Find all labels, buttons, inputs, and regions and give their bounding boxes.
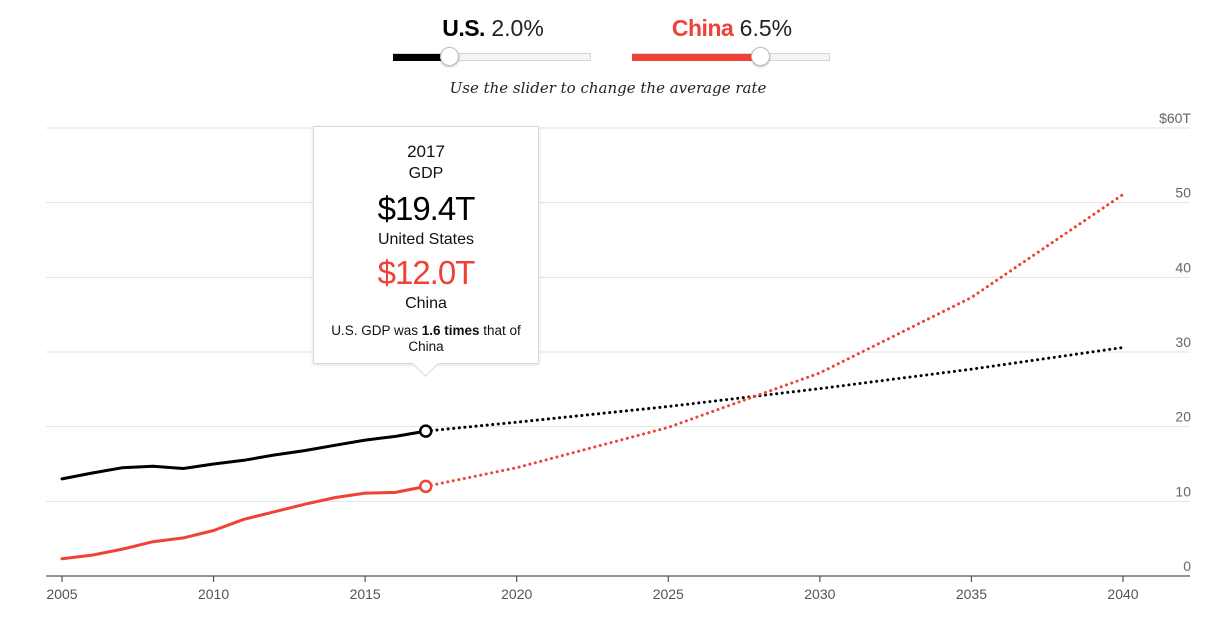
tooltip-note-prefix: U.S. GDP was (331, 323, 422, 338)
us-label: U.S. (442, 15, 485, 41)
tooltip-year: 2017 (407, 142, 445, 161)
x-tick-label: 2005 (46, 586, 77, 602)
tooltip-note-ratio: 1.6 times (421, 323, 480, 338)
china-projection-series-line (424, 193, 1125, 488)
tooltip-us-label: United States (377, 231, 475, 248)
y-tick-label: 10 (1175, 483, 1191, 499)
tooltip: 2017 GDP $19.4T United States $12.0T Chi… (313, 126, 539, 377)
china-label: China (671, 15, 734, 41)
china-rate-header: China 6.5% (632, 14, 832, 42)
china-series-line (60, 484, 428, 561)
y-tick-label: 50 (1175, 185, 1191, 201)
x-tick-label: 2010 (198, 586, 229, 602)
y-tick-label: 30 (1175, 334, 1191, 350)
y-tick-label: 40 (1175, 259, 1191, 275)
x-tick-label: 2030 (804, 586, 835, 602)
y-tick-label: 0 (1183, 558, 1191, 574)
u-s-projection-series-line (424, 346, 1125, 433)
x-tick-label: 2015 (350, 586, 381, 602)
y-tick-label: $60T (1159, 110, 1191, 126)
china-highlight-marker (419, 479, 433, 494)
tooltip-china-label: China (405, 295, 447, 312)
u-s-series-line (60, 429, 428, 481)
us-slider-handle[interactable] (440, 47, 460, 66)
china-slider-fill (632, 54, 761, 61)
us-slider-fill (393, 54, 450, 61)
tooltip-us-value: $19.4T (377, 190, 476, 227)
china-rate-control: China 6.5% (632, 14, 832, 66)
x-tick-label: 2020 (501, 586, 532, 602)
u-s-highlight-marker (419, 424, 433, 438)
tooltip-note: U.S. GDP was 1.6 times that of China (326, 323, 526, 355)
y-tick-label: 20 (1175, 409, 1191, 425)
china-rate-value: 6.5% (739, 15, 793, 41)
rate-controls: U.S. 2.0% China 6.5% Use the slider to c… (0, 0, 1216, 110)
us-rate-slider[interactable] (393, 47, 591, 66)
x-tick-label: 2035 (956, 586, 987, 602)
x-tick-label: 2025 (653, 586, 684, 602)
x-tick-label: 2040 (1107, 586, 1138, 602)
tooltip-note-suffix: that of China (408, 323, 521, 354)
slider-hint: Use the slider to change the average rat… (449, 79, 767, 97)
us-rate-header: U.S. 2.0% (393, 14, 593, 42)
tooltip-metric: GDP (408, 165, 444, 182)
china-slider-handle[interactable] (751, 47, 771, 66)
tooltip-china-value: $12.0T (377, 254, 476, 291)
china-rate-slider[interactable] (632, 47, 830, 66)
us-rate-value: 2.0% (491, 15, 544, 41)
us-rate-control: U.S. 2.0% (393, 14, 593, 66)
